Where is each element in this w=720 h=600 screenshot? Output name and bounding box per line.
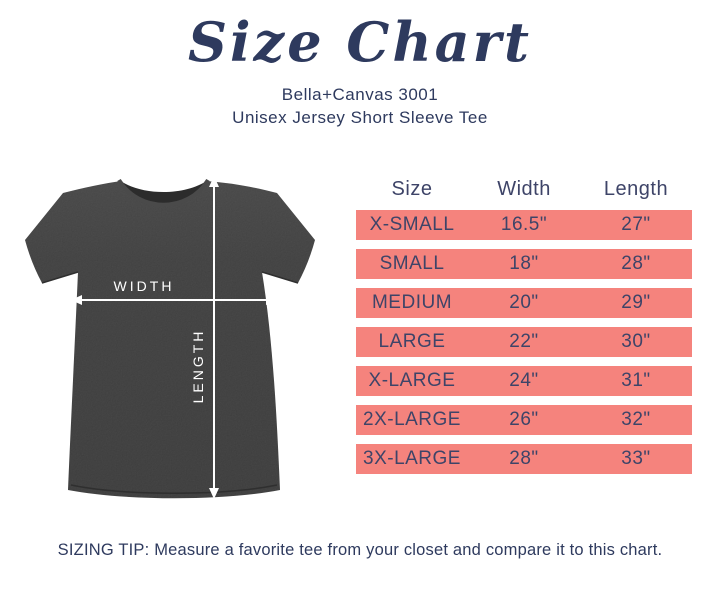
table-row: LARGE 22" 30" bbox=[356, 327, 692, 357]
table-row: X-SMALL 16.5" 27" bbox=[356, 210, 692, 240]
cell-size: X-SMALL bbox=[369, 214, 455, 235]
tshirt-diagram bbox=[15, 170, 325, 505]
cell-width: 26" bbox=[509, 409, 539, 430]
cell-size: 3X-LARGE bbox=[363, 448, 461, 469]
width-arrow bbox=[71, 295, 277, 305]
col-header-width: Width bbox=[497, 178, 551, 200]
cell-length: 29" bbox=[621, 292, 651, 313]
cell-size: LARGE bbox=[378, 331, 446, 352]
col-header-length: Length bbox=[603, 178, 669, 200]
length-arrow bbox=[209, 176, 219, 499]
cell-width: 22" bbox=[509, 331, 539, 352]
cell-size: 2X-LARGE bbox=[363, 409, 461, 430]
table-header-row: Size Width Length bbox=[356, 176, 692, 202]
subtitle-product: Unisex Jersey Short Sleeve Tee bbox=[232, 108, 488, 127]
table-row: X-LARGE 24" 31" bbox=[356, 366, 692, 396]
table-row: 2X-LARGE 26" 32" bbox=[356, 405, 692, 435]
tshirt-illustration bbox=[25, 176, 315, 499]
width-measure-label: WIDTH bbox=[113, 278, 175, 294]
cell-length: 32" bbox=[621, 409, 651, 430]
sizing-tip: SIZING TIP: Measure a favorite tee from … bbox=[57, 541, 663, 559]
cell-size: MEDIUM bbox=[371, 292, 453, 313]
page-title: Size Chart bbox=[188, 10, 532, 74]
cell-width: 16.5" bbox=[500, 214, 548, 235]
cell-width: 18" bbox=[509, 253, 539, 274]
cell-width: 24" bbox=[509, 370, 539, 391]
col-header-size: Size bbox=[391, 178, 433, 200]
cell-length: 30" bbox=[621, 331, 651, 352]
subtitle-brand: Bella+Canvas 3001 bbox=[281, 85, 439, 104]
cell-length: 28" bbox=[621, 253, 651, 274]
table-row: MEDIUM 20" 29" bbox=[356, 288, 692, 318]
length-measure-label: LENGTH bbox=[190, 328, 206, 404]
table-row: 3X-LARGE 28" 33" bbox=[356, 444, 692, 474]
cell-length: 33" bbox=[621, 448, 651, 469]
cell-length: 31" bbox=[621, 370, 651, 391]
cell-size: SMALL bbox=[379, 253, 445, 274]
size-table: Size Width Length X-SMALL 16.5" 27" SMAL… bbox=[356, 176, 692, 483]
cell-size: X-LARGE bbox=[368, 370, 456, 391]
cell-length: 27" bbox=[621, 214, 651, 235]
tshirt-shape bbox=[25, 178, 315, 499]
table-row: SMALL 18" 28" bbox=[356, 249, 692, 279]
cell-width: 20" bbox=[509, 292, 539, 313]
cell-width: 28" bbox=[509, 448, 539, 469]
